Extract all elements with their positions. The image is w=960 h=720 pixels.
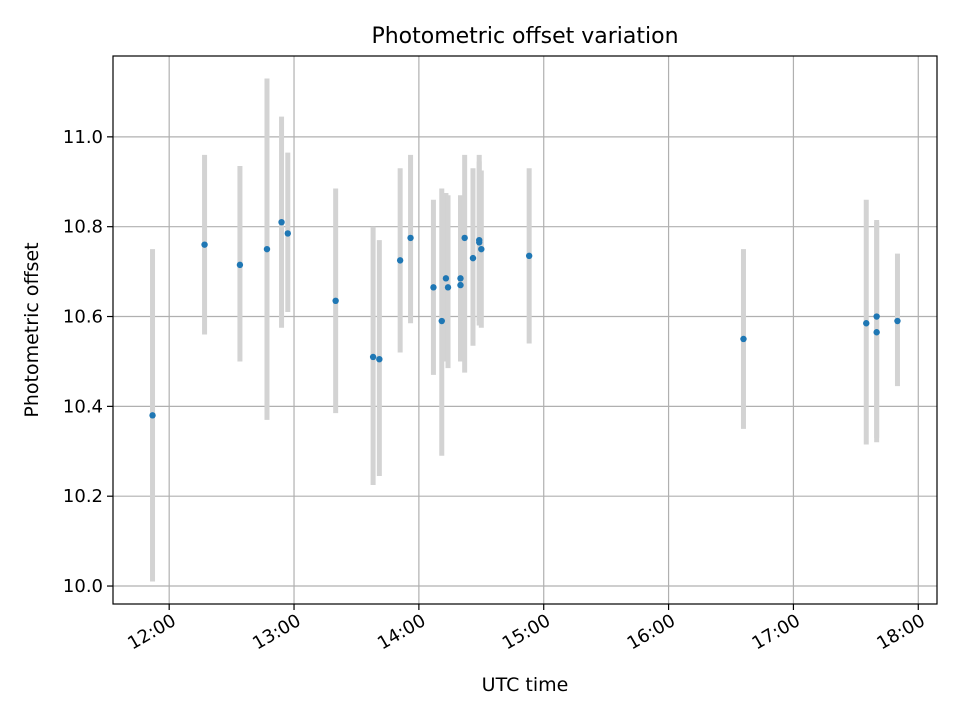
x-tick-label: 17:00 — [748, 610, 803, 654]
y-tick-label: 10.8 — [63, 217, 103, 238]
data-point — [236, 261, 244, 269]
data-point — [478, 245, 485, 253]
y-axis-label: Photometric offset — [21, 242, 43, 417]
data-point — [457, 275, 464, 282]
data-point — [873, 329, 880, 336]
y-tick-label: 11.0 — [63, 127, 103, 148]
data-point — [369, 353, 377, 361]
y-tick-label: 10.0 — [63, 576, 103, 597]
y-tick-label: 10.6 — [63, 307, 103, 328]
data-point — [476, 239, 483, 246]
data-point — [396, 257, 404, 264]
data-point — [376, 355, 383, 363]
x-axis-ticks: 12:00 13:00 14:00 15:00 16:00 17:00 18:00 — [124, 604, 929, 654]
data-point — [201, 241, 208, 248]
data-point — [278, 218, 285, 226]
data-point — [525, 252, 533, 260]
data-point — [149, 412, 156, 419]
data-point — [863, 320, 870, 327]
data-point — [740, 335, 747, 343]
data-point — [457, 281, 464, 289]
y-tick-label: 10.2 — [63, 486, 103, 507]
x-tick-label: 16:00 — [624, 610, 679, 654]
x-tick-label: 14:00 — [374, 610, 429, 654]
grid — [113, 56, 937, 604]
x-tick-label: 12:00 — [124, 610, 179, 654]
x-tick-label: 18:00 — [873, 610, 928, 654]
data-point — [284, 230, 291, 237]
data-point — [430, 284, 437, 291]
data-point — [873, 313, 880, 320]
data-point — [894, 317, 901, 325]
data-point — [263, 245, 271, 253]
data-point — [332, 297, 339, 305]
x-tick-label: 13:00 — [249, 610, 304, 654]
data-point — [438, 317, 445, 325]
data-point — [469, 254, 477, 262]
data-point — [407, 234, 414, 242]
plot-frame — [112, 55, 938, 605]
chart-title: Photometric offset variation — [371, 24, 678, 49]
data-points — [149, 218, 901, 419]
y-axis-ticks: 10.0 10.2 10.4 10.6 10.8 11.0 — [63, 127, 113, 597]
error-bars — [150, 78, 900, 582]
data-point — [442, 275, 450, 282]
data-point — [444, 284, 452, 291]
y-tick-label: 10.4 — [63, 396, 103, 417]
data-point — [461, 234, 468, 242]
x-tick-label: 15:00 — [499, 610, 554, 654]
x-axis-label: UTC time — [482, 674, 569, 696]
